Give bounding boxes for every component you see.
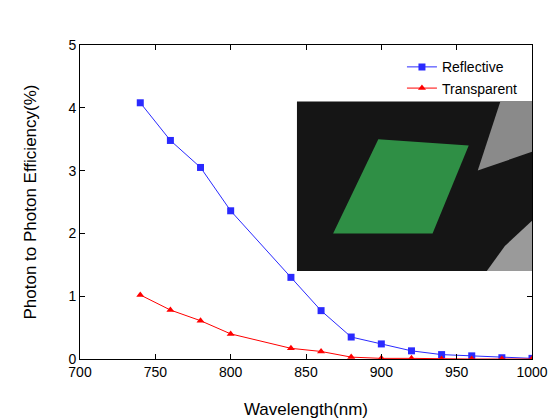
svg-text:750: 750 xyxy=(144,364,168,380)
svg-text:1000: 1000 xyxy=(516,364,547,380)
svg-text:900: 900 xyxy=(370,364,394,380)
svg-text:Wavelength(nm): Wavelength(nm) xyxy=(244,400,368,419)
svg-text:Reflective: Reflective xyxy=(442,59,504,75)
svg-text:3: 3 xyxy=(68,163,76,179)
svg-text:2: 2 xyxy=(68,225,76,241)
svg-text:4: 4 xyxy=(68,100,76,116)
svg-text:Photon to Photon Efficiency(%): Photon to Photon Efficiency(%) xyxy=(21,85,40,320)
svg-text:Transparent: Transparent xyxy=(442,81,517,97)
svg-text:800: 800 xyxy=(219,364,243,380)
svg-text:0: 0 xyxy=(68,351,76,367)
svg-text:850: 850 xyxy=(294,364,318,380)
svg-text:1: 1 xyxy=(68,288,76,304)
svg-text:5: 5 xyxy=(68,37,76,53)
svg-text:700: 700 xyxy=(68,364,92,380)
svg-text:950: 950 xyxy=(445,364,469,380)
